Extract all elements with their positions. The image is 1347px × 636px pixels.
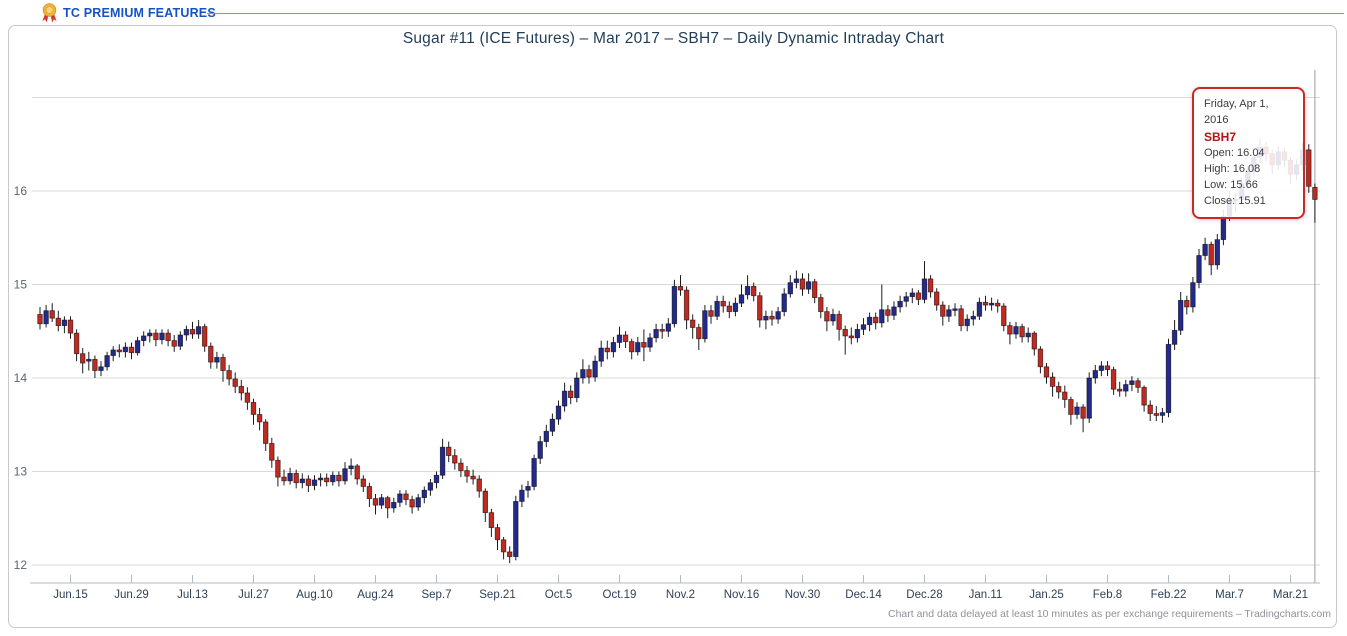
svg-text:Oct.19: Oct.19	[603, 589, 637, 601]
ohlc-tooltip: Friday, Apr 1, 2016 SBH7 Open: 16.04 Hig…	[1192, 87, 1305, 220]
premium-label[interactable]: TC PREMIUM FEATURES	[63, 6, 216, 20]
svg-text:Jul.27: Jul.27	[238, 589, 269, 601]
premium-header: TC PREMIUM FEATURES	[0, 0, 1347, 25]
svg-text:Mar.7: Mar.7	[1215, 589, 1244, 601]
svg-text:Aug.10: Aug.10	[296, 589, 332, 601]
svg-text:Nov.2: Nov.2	[666, 589, 695, 601]
tooltip-high: High: 16.08	[1204, 163, 1261, 176]
tooltip-low: Low: 15.66	[1204, 179, 1258, 192]
svg-text:Mar.21: Mar.21	[1273, 589, 1308, 601]
header-divider-line	[207, 13, 1344, 14]
svg-text:Nov.30: Nov.30	[785, 589, 821, 601]
svg-text:Jun.15: Jun.15	[53, 589, 88, 601]
svg-text:Jan.25: Jan.25	[1029, 589, 1064, 601]
tooltip-close: Close: 15.91	[1204, 195, 1266, 208]
svg-text:Nov.16: Nov.16	[724, 589, 760, 601]
svg-text:16: 16	[14, 184, 28, 198]
svg-text:Feb.8: Feb.8	[1093, 589, 1122, 601]
svg-text:Dec.28: Dec.28	[906, 589, 942, 601]
svg-text:Aug.24: Aug.24	[357, 589, 394, 601]
svg-text:Sep.7: Sep.7	[421, 589, 451, 601]
svg-text:14: 14	[14, 371, 28, 385]
svg-text:Jul.13: Jul.13	[177, 589, 208, 601]
chart-footer-note: Chart and data delayed at least 10 minut…	[887, 608, 1331, 620]
chart-title: Sugar #11 (ICE Futures) – Mar 2017 – SBH…	[402, 30, 945, 47]
svg-text:13: 13	[14, 465, 28, 479]
chart-panel	[8, 25, 1337, 628]
svg-text:12: 12	[14, 558, 28, 572]
tooltip-open: Open: 16.04	[1204, 147, 1265, 160]
svg-text:Jun.29: Jun.29	[114, 589, 149, 601]
svg-text:15: 15	[14, 278, 28, 292]
svg-text:Jan.11: Jan.11	[969, 589, 1003, 601]
tooltip-date: Friday, Apr 1, 2016	[1204, 98, 1269, 126]
svg-text:Oct.5: Oct.5	[545, 589, 572, 601]
tooltip-symbol: SBH7	[1204, 129, 1237, 144]
svg-text:Feb.22: Feb.22	[1151, 589, 1187, 601]
svg-text:Dec.14: Dec.14	[845, 589, 882, 601]
medal-icon	[42, 3, 57, 23]
svg-text:Sep.21: Sep.21	[479, 589, 515, 601]
